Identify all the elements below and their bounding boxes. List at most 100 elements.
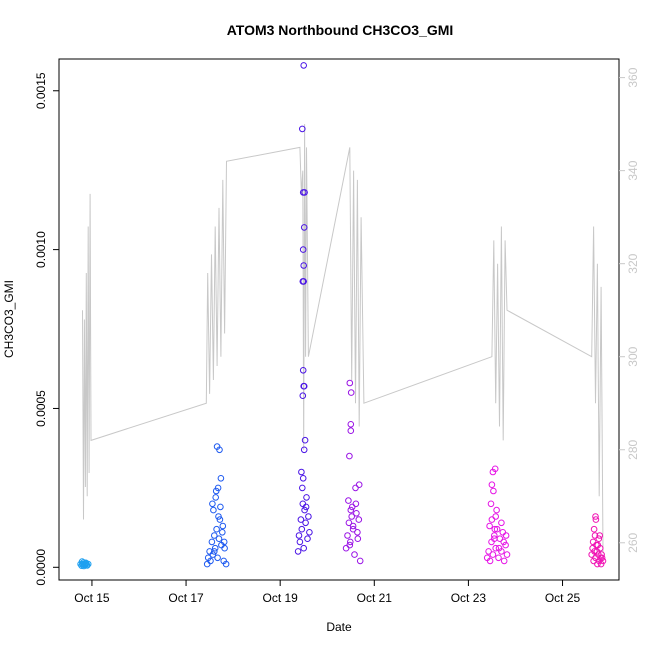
data-point [355,516,363,523]
data-point [300,446,308,454]
data-point [301,189,308,196]
data-point [349,522,357,530]
data-point [300,62,308,69]
data-point [597,560,605,568]
data-point [298,468,305,476]
data-point [219,529,226,536]
data-point [297,516,305,523]
data-point [217,475,225,482]
data-point [346,379,354,387]
data-point [302,503,310,511]
data-point [81,560,89,568]
data-point [347,389,355,396]
y-tick-label: 0.0000 [34,549,48,586]
data-point [299,367,307,374]
data-point [593,548,601,555]
x-axis: Oct 15 Oct 17 Oct 19 Oct 21 Oct 23 Oct 25 [74,579,581,605]
data-point [216,516,224,523]
data-point [299,484,306,492]
data-point [594,560,601,568]
data-point [502,532,510,539]
data-point [219,522,227,530]
data-point [212,487,220,495]
data-point [215,535,223,543]
scatter-points-layer [77,62,607,570]
data-point [203,560,211,568]
data-point [303,494,310,501]
data-point [213,525,220,533]
data-point [353,510,360,517]
y-axis-left: 0.0000 0.0005 0.0010 0.0015 [34,72,59,586]
data-point [486,557,494,565]
data-point [489,551,497,558]
data-point [209,551,217,558]
data-point [493,506,500,514]
data-point [299,246,307,253]
x-axis-label: Date [326,620,352,634]
data-point [347,538,354,546]
data-point [300,262,308,269]
data-point [306,529,313,536]
plot-frame [58,58,620,581]
data-point [216,446,223,454]
data-point [215,513,222,520]
data-point [491,525,499,533]
data-point [352,500,360,508]
data-point [295,532,303,539]
y-tick-label: 0.0015 [34,72,48,109]
data-point [592,516,600,523]
data-point [83,561,91,569]
data-point [301,436,309,444]
data-point [299,500,307,508]
data-point [211,544,219,552]
data-point [496,535,504,543]
data-point [492,513,500,520]
data-point [299,475,307,482]
data-point [347,427,355,435]
data-point [346,541,354,549]
data-point [210,506,217,514]
data-point [300,382,308,390]
data-point [348,503,356,511]
data-point [486,522,493,530]
data-point [502,541,509,549]
data-point [500,557,508,565]
data-point [491,535,498,543]
x-tick-label: Oct 15 [74,591,110,605]
data-point [299,392,307,400]
data-point [354,535,362,543]
data-point [499,529,507,536]
data-point [302,519,309,527]
data-point [492,544,500,552]
data-point [491,532,498,539]
data-point [211,532,218,539]
data-point [591,548,598,555]
data-point [488,516,496,523]
data-point [598,551,605,558]
data-point [342,544,350,552]
data-point [220,538,228,546]
data-point [304,535,311,543]
data-point [354,529,361,536]
y2-tick-label: 280 [626,439,640,459]
data-point [344,532,351,539]
data-point [485,548,492,555]
data-point [500,538,508,546]
data-point [347,506,355,514]
data-point [209,500,216,508]
y-tick-label: 0.0005 [34,390,48,427]
y-axis-right: 260 280 300 320 340 360 [619,67,640,553]
data-point [352,484,359,492]
x-tick-label: Oct 23 [451,591,487,605]
data-point [591,532,599,539]
data-point [487,500,495,508]
data-point [207,557,214,565]
data-point [355,481,363,489]
x-tick-label: Oct 25 [545,591,581,605]
data-point [211,548,218,555]
y-axis-label: CH3CO3_GMI [2,280,16,358]
data-point [294,548,302,555]
series-line [82,124,604,553]
x-tick-label: Oct 17 [168,591,204,605]
data-point [590,525,598,533]
